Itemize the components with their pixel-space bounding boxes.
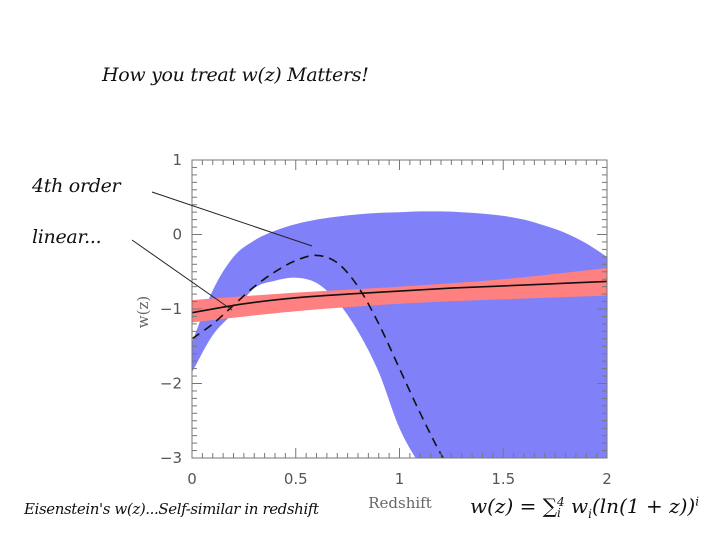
x-tick-label: 2: [602, 470, 612, 488]
band-0: [192, 211, 607, 458]
solid-curve-0: [192, 280, 607, 314]
y-tick-label: −1: [160, 300, 182, 318]
pointer-line-4th-order: [151, 191, 313, 247]
model-curves: [192, 254, 607, 458]
x-tick-label: 1.5: [491, 470, 515, 488]
slide-title: How you treat w(z) Matters!: [102, 64, 369, 86]
y-tick-label: −3: [160, 449, 182, 467]
formula-sum-sup: 4: [557, 494, 565, 509]
x-axis-label: Redshift: [368, 494, 432, 512]
y-axis-label: w(z): [134, 296, 152, 328]
formula-sum-sub: i: [557, 505, 561, 520]
band-1: [192, 268, 607, 323]
formula-term-sub: i: [588, 507, 592, 521]
x-tick-label: 0.5: [284, 470, 308, 488]
uncertainty-bands: [192, 211, 607, 458]
formula: w(z) = ∑ 4 i wi(ln(1 + z))i: [470, 494, 699, 521]
caption: Eisenstein's w(z)...Self-similar in reds…: [24, 500, 319, 518]
formula-sum-symbol: ∑: [542, 494, 558, 518]
y-tick-label: 0: [172, 226, 182, 244]
axis-ticks: [191, 159, 608, 459]
formula-rest: (ln(1 + z)): [591, 494, 696, 518]
y-tick-label: 1: [172, 151, 182, 169]
formula-term: w: [564, 494, 589, 518]
annotation-linear: linear...: [32, 226, 102, 248]
formula-lhs: w(z) =: [470, 494, 543, 518]
annotation-4th-order: 4th order: [32, 175, 121, 197]
formula-power: i: [695, 494, 700, 509]
y-tick-label: −2: [160, 375, 182, 393]
x-tick-label: 0: [187, 470, 197, 488]
tick-labels: 0 0.5 1 1.5 2 1 0 −1 −2 −3: [160, 151, 612, 488]
pointer-line-linear: [131, 239, 233, 311]
x-tick-label: 1: [395, 470, 405, 488]
